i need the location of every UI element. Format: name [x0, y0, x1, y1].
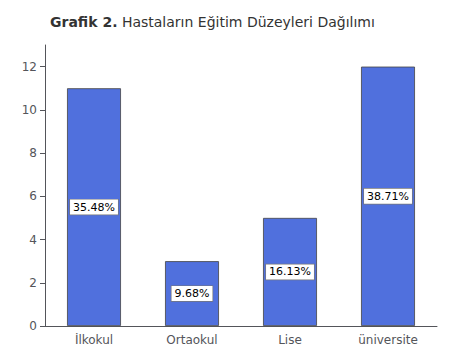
svg-text:38.71%: 38.71% [367, 190, 409, 203]
svg-text:İlkokul: İlkokul [75, 332, 113, 347]
svg-text:üniversite: üniversite [358, 333, 418, 347]
svg-text:16.13%: 16.13% [269, 265, 311, 278]
svg-text:0: 0 [29, 319, 37, 333]
svg-text:12: 12 [22, 60, 37, 74]
svg-text:Lise: Lise [278, 333, 302, 347]
svg-text:8: 8 [29, 146, 37, 160]
svg-text:10: 10 [22, 103, 37, 117]
svg-text:35.48%: 35.48% [73, 201, 115, 214]
svg-text:6: 6 [29, 189, 37, 203]
svg-text:Ortaokul: Ortaokul [166, 333, 217, 347]
svg-text:Hastaların Eğitim Düzeyleri Da: Hastaların Eğitim Düzeyleri Dağılımı [117, 14, 374, 30]
svg-text:4: 4 [29, 233, 37, 247]
svg-text:9.68%: 9.68% [175, 287, 210, 300]
svg-text:2: 2 [29, 276, 37, 290]
svg-text:Grafik 2.: Grafik 2. [50, 14, 117, 30]
